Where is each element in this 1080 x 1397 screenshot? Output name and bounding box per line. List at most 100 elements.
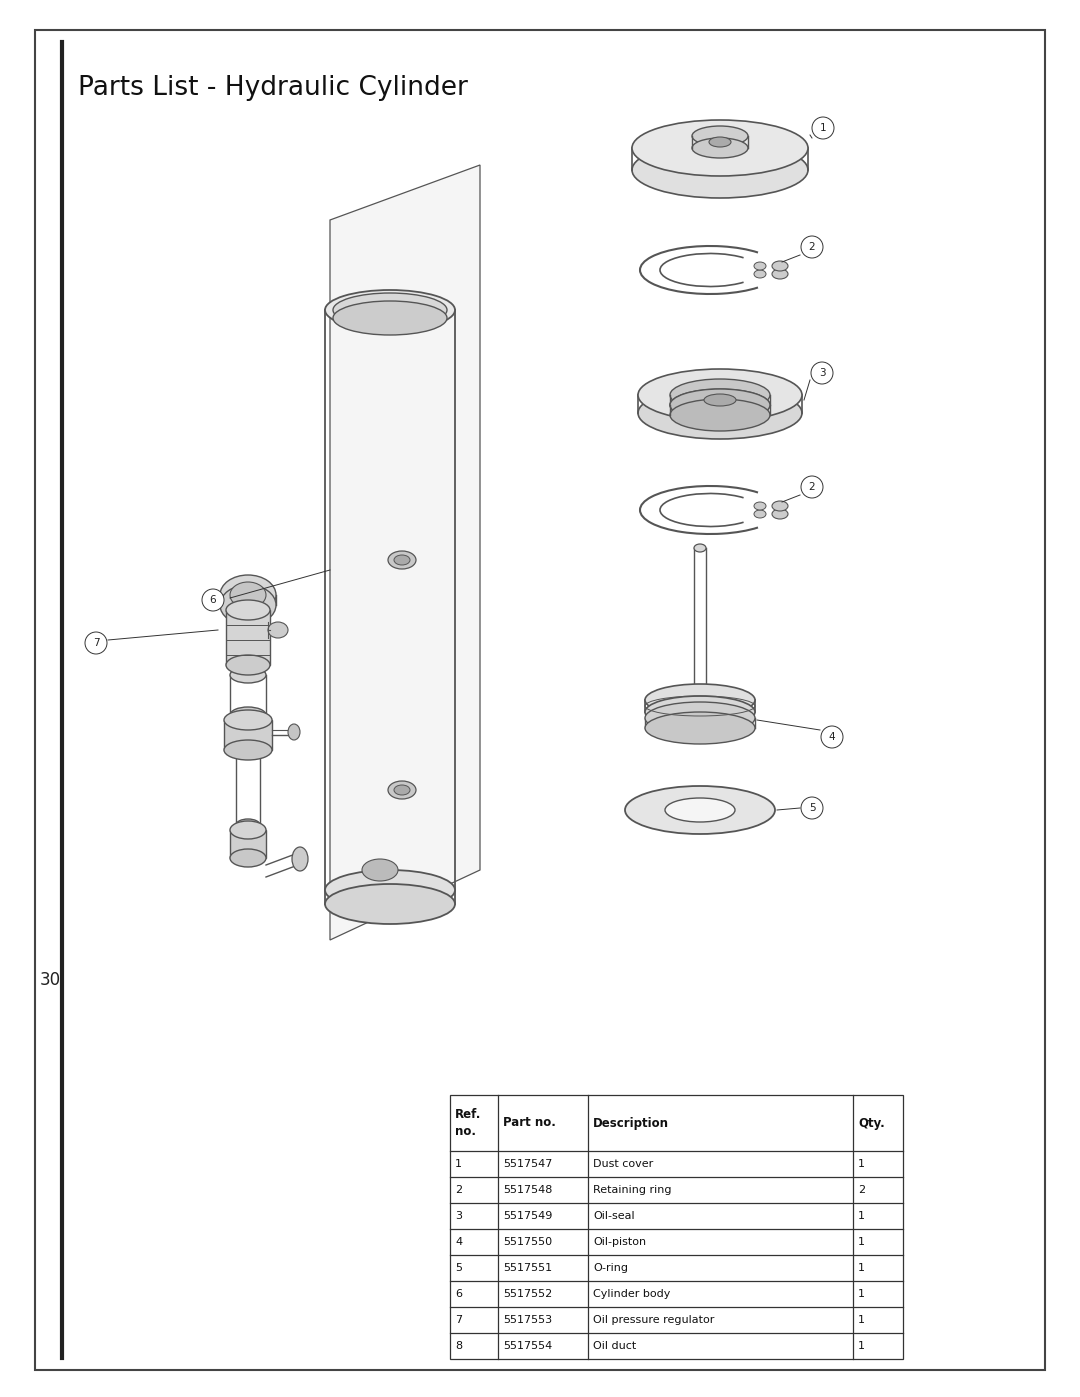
Text: 1: 1 — [455, 1160, 462, 1169]
Ellipse shape — [754, 502, 766, 510]
Circle shape — [812, 117, 834, 138]
Text: 5517551: 5517551 — [503, 1263, 552, 1273]
Ellipse shape — [694, 543, 706, 552]
Text: 30: 30 — [40, 971, 60, 989]
Ellipse shape — [220, 585, 276, 624]
Text: Oil duct: Oil duct — [593, 1341, 636, 1351]
Ellipse shape — [665, 798, 735, 821]
Ellipse shape — [230, 849, 266, 868]
Ellipse shape — [772, 502, 788, 511]
Text: Description: Description — [593, 1116, 669, 1130]
Circle shape — [811, 362, 833, 384]
Text: Parts List - Hydraulic Cylinder: Parts List - Hydraulic Cylinder — [78, 75, 468, 101]
Text: O-ring: O-ring — [593, 1263, 627, 1273]
Text: 2: 2 — [858, 1185, 865, 1194]
Ellipse shape — [670, 400, 770, 432]
Text: Cylinder body: Cylinder body — [593, 1289, 671, 1299]
Text: Retaining ring: Retaining ring — [593, 1185, 672, 1194]
Ellipse shape — [224, 740, 272, 760]
Ellipse shape — [220, 576, 276, 615]
Text: 2: 2 — [809, 482, 815, 492]
Bar — [226, 610, 270, 665]
Ellipse shape — [388, 550, 416, 569]
Ellipse shape — [268, 622, 288, 638]
Ellipse shape — [708, 137, 731, 147]
Text: 5: 5 — [809, 803, 815, 813]
Ellipse shape — [325, 884, 455, 923]
Text: Part no.: Part no. — [503, 1116, 556, 1130]
Ellipse shape — [230, 821, 266, 840]
Text: 6: 6 — [455, 1289, 462, 1299]
Ellipse shape — [288, 724, 300, 740]
Ellipse shape — [394, 555, 410, 564]
Ellipse shape — [645, 703, 755, 733]
Ellipse shape — [754, 263, 766, 270]
Ellipse shape — [772, 270, 788, 279]
Text: 1: 1 — [858, 1315, 865, 1324]
Ellipse shape — [226, 599, 270, 620]
Ellipse shape — [645, 685, 755, 717]
Ellipse shape — [325, 870, 455, 909]
Text: Qty.: Qty. — [858, 1116, 885, 1130]
Ellipse shape — [692, 138, 748, 158]
Ellipse shape — [333, 300, 447, 335]
Ellipse shape — [754, 510, 766, 518]
Text: 5517548: 5517548 — [503, 1185, 552, 1194]
Ellipse shape — [645, 696, 755, 728]
Text: Oil-seal: Oil-seal — [593, 1211, 635, 1221]
Text: Dust cover: Dust cover — [593, 1160, 653, 1169]
Ellipse shape — [632, 120, 808, 176]
Ellipse shape — [224, 710, 272, 731]
Ellipse shape — [692, 126, 748, 147]
Text: 6: 6 — [210, 595, 216, 605]
Text: 1: 1 — [858, 1236, 865, 1248]
Ellipse shape — [226, 655, 270, 675]
Ellipse shape — [670, 388, 770, 420]
Circle shape — [801, 798, 823, 819]
Text: 5517549: 5517549 — [503, 1211, 552, 1221]
Text: 5517547: 5517547 — [503, 1160, 552, 1169]
Text: 1: 1 — [820, 123, 826, 133]
Ellipse shape — [292, 847, 308, 870]
Text: 3: 3 — [819, 367, 825, 379]
Text: 7: 7 — [455, 1315, 462, 1324]
Ellipse shape — [772, 509, 788, 520]
Text: 1: 1 — [858, 1160, 865, 1169]
Ellipse shape — [632, 142, 808, 198]
Ellipse shape — [670, 388, 770, 420]
Circle shape — [202, 590, 224, 610]
Text: 8: 8 — [455, 1341, 462, 1351]
Ellipse shape — [230, 666, 266, 683]
Ellipse shape — [333, 293, 447, 327]
Bar — [230, 830, 266, 858]
Ellipse shape — [230, 583, 266, 608]
Circle shape — [801, 476, 823, 497]
Text: 5: 5 — [455, 1263, 462, 1273]
Text: Oil-piston: Oil-piston — [593, 1236, 646, 1248]
Text: 4: 4 — [455, 1236, 462, 1248]
Bar — [450, 1095, 903, 1359]
Text: 5517550: 5517550 — [503, 1236, 552, 1248]
Text: Ref.
no.: Ref. no. — [455, 1108, 482, 1139]
Ellipse shape — [625, 787, 775, 834]
Ellipse shape — [754, 270, 766, 278]
Text: 2: 2 — [809, 242, 815, 251]
Text: 2: 2 — [455, 1185, 462, 1194]
Text: 1: 1 — [858, 1263, 865, 1273]
Text: 1: 1 — [858, 1211, 865, 1221]
Text: 3: 3 — [455, 1211, 462, 1221]
Ellipse shape — [704, 394, 735, 407]
Ellipse shape — [325, 291, 455, 330]
Circle shape — [801, 236, 823, 258]
Text: Oil pressure regulator: Oil pressure regulator — [593, 1315, 714, 1324]
Text: 5517552: 5517552 — [503, 1289, 552, 1299]
Text: 5517553: 5517553 — [503, 1315, 552, 1324]
Ellipse shape — [638, 387, 802, 439]
Polygon shape — [330, 165, 480, 940]
Text: 7: 7 — [93, 638, 99, 648]
Ellipse shape — [388, 781, 416, 799]
Ellipse shape — [230, 707, 266, 724]
Circle shape — [85, 631, 107, 654]
Text: 1: 1 — [858, 1289, 865, 1299]
Ellipse shape — [237, 819, 260, 831]
